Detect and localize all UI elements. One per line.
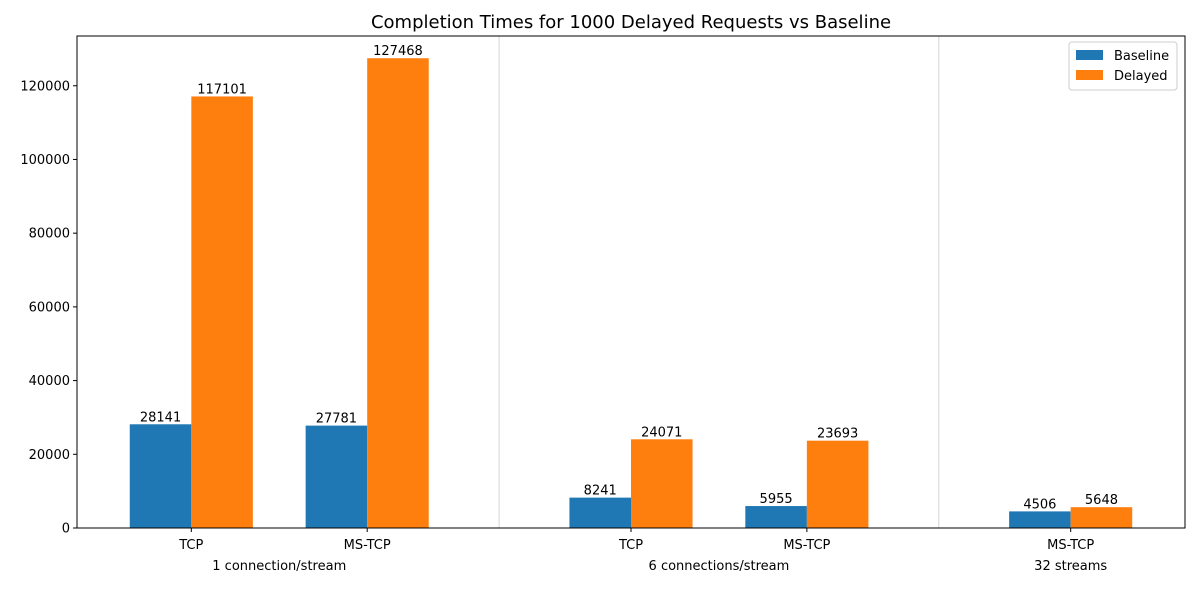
- bar-delayed: [806, 440, 869, 528]
- bar-baseline: [129, 424, 192, 528]
- bar-baseline: [745, 506, 807, 528]
- data-label: 117101: [197, 82, 247, 97]
- y-tick-label: 40000: [29, 374, 70, 389]
- chart-title: Completion Times for 1000 Delayed Reques…: [371, 12, 891, 33]
- x-tick-label: TCP: [178, 538, 203, 553]
- group-label: 1 connection/stream: [212, 559, 346, 574]
- y-tick-label: 0: [62, 522, 70, 537]
- bar-baseline: [305, 425, 368, 528]
- group-label: 32 streams: [1034, 559, 1107, 574]
- bar-delayed: [631, 439, 693, 528]
- legend-label-delayed: Delayed: [1114, 69, 1168, 84]
- x-tick-label: MS-TCP: [1047, 538, 1094, 553]
- plot-area: 28141 27781 8241 5955 4506 117101 127468 24071 2…: [20, 35, 1186, 574]
- data-label: 28141: [140, 410, 181, 425]
- data-label: 4506: [1023, 497, 1056, 512]
- bar-delayed: [1070, 507, 1133, 528]
- bar-delayed: [367, 58, 429, 529]
- y-tick-label: 100000: [20, 153, 70, 168]
- data-label: 5648: [1085, 493, 1118, 508]
- data-label: 8241: [584, 484, 617, 499]
- y-tick-label: 80000: [29, 227, 70, 242]
- y-tick-label: 120000: [20, 79, 70, 94]
- bar-baseline: [569, 497, 631, 528]
- x-tick-label: MS-TCP: [783, 538, 830, 553]
- data-label: 24071: [641, 425, 682, 440]
- legend-swatch-baseline: [1076, 50, 1103, 60]
- legend-swatch-delayed: [1076, 70, 1103, 80]
- y-tick-label: 60000: [29, 300, 70, 315]
- x-tick-label: MS-TCP: [344, 538, 391, 553]
- group-label: 6 connections/stream: [649, 559, 790, 574]
- bar-delayed: [191, 96, 253, 528]
- x-tick-label: TCP: [618, 538, 643, 553]
- legend: Baseline Delayed: [1068, 41, 1178, 91]
- bar-baseline: [1009, 511, 1071, 528]
- data-label: 23693: [817, 427, 858, 442]
- data-label: 127468: [373, 44, 423, 59]
- y-tick-label: 20000: [29, 448, 70, 463]
- data-label: 27781: [316, 412, 357, 427]
- legend-label-baseline: Baseline: [1114, 49, 1169, 64]
- data-label: 5955: [760, 492, 793, 507]
